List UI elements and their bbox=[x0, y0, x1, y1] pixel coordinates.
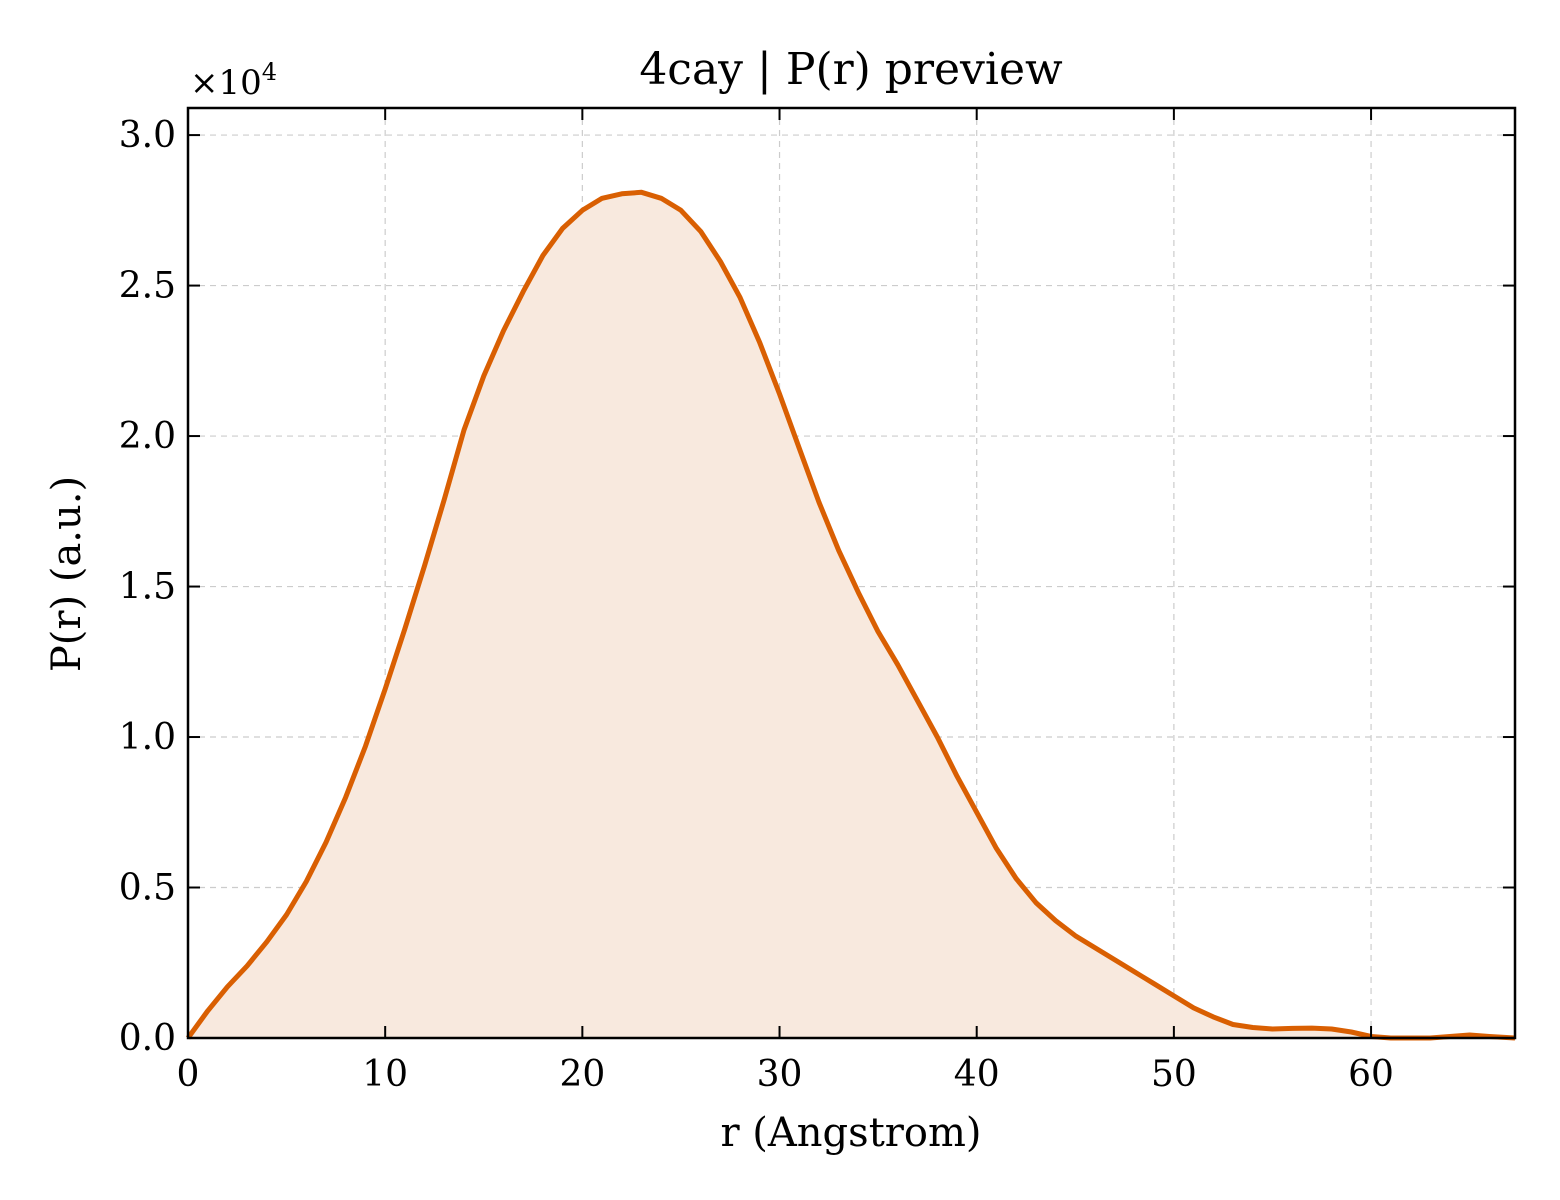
y-tick-label: 2.0 bbox=[119, 416, 176, 457]
chart-title: 4cay | P(r) preview bbox=[639, 44, 1063, 95]
y-tick-label: 0.5 bbox=[119, 868, 176, 909]
x-tick-label: 20 bbox=[559, 1054, 605, 1095]
x-axis-label: r (Angstrom) bbox=[720, 1110, 981, 1156]
x-tick-label: 10 bbox=[362, 1054, 408, 1095]
y-tick-label: 3.0 bbox=[119, 115, 176, 156]
pr-area-fill bbox=[188, 192, 1515, 1039]
pr-series-line bbox=[185, 189, 1516, 1041]
y-tick-label: 1.0 bbox=[119, 717, 176, 758]
x-tick-label: 60 bbox=[1348, 1054, 1394, 1095]
x-tick-label: 50 bbox=[1151, 1054, 1197, 1095]
y-tick-label: 0.0 bbox=[119, 1018, 176, 1059]
x-tick-label: 0 bbox=[177, 1054, 200, 1095]
y-scale-exponent: 4 bbox=[262, 58, 277, 86]
y-scale-base: ×10 bbox=[190, 63, 262, 103]
y-axis-label: P(r) (a.u.) bbox=[44, 476, 90, 672]
y-scale-multiplier: ×104 bbox=[190, 58, 277, 103]
x-tick-label: 40 bbox=[954, 1054, 1000, 1095]
plot-frame bbox=[186, 106, 1517, 1040]
x-tick-label: 30 bbox=[757, 1054, 803, 1095]
y-tick-label: 2.5 bbox=[119, 266, 176, 307]
y-tick-label: 1.5 bbox=[119, 567, 176, 608]
grid bbox=[187, 108, 1515, 1039]
